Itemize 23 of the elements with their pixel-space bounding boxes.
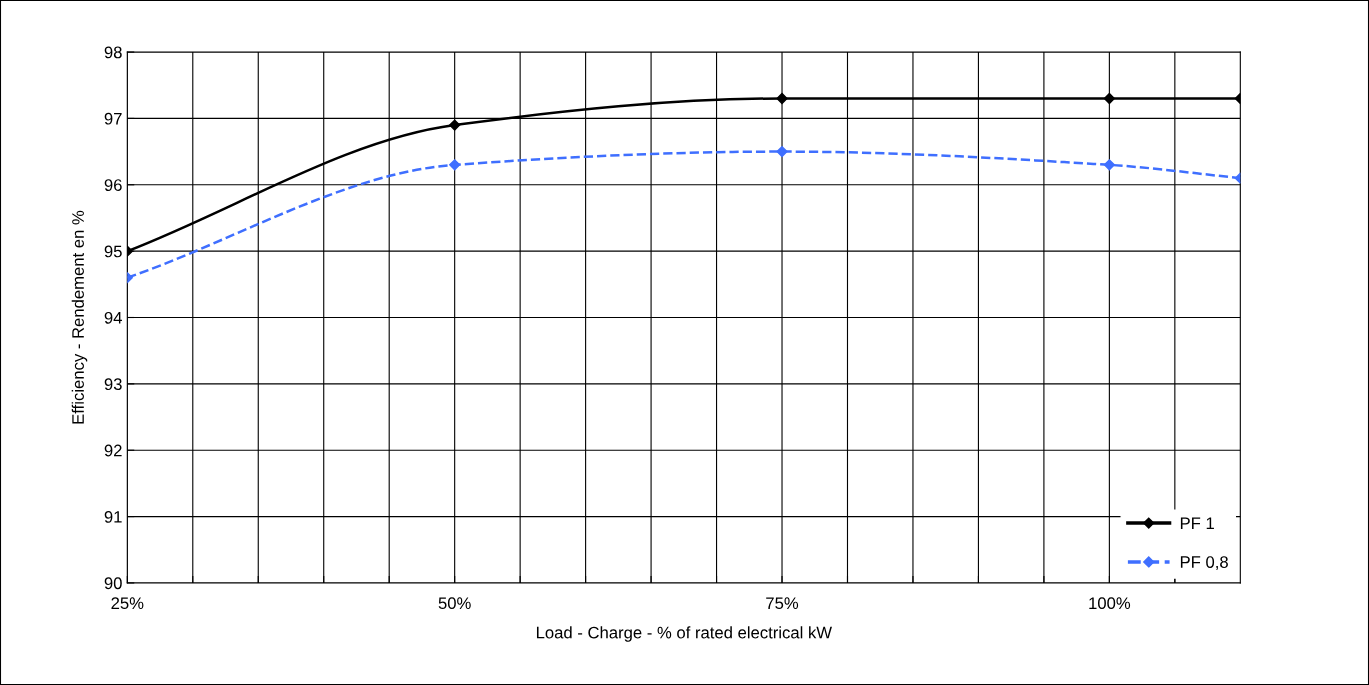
x-tick-label: 75% (766, 597, 799, 610)
point (1103, 92, 1115, 105)
y-tick-label: 97 (104, 112, 122, 125)
point (776, 92, 788, 105)
legend-label: PF 1 (1180, 517, 1214, 529)
y-tick-label: 92 (104, 444, 122, 457)
y-tick-label: 98 (104, 46, 122, 59)
y-tick-label: 90 (104, 577, 122, 590)
point (449, 159, 461, 171)
point (776, 145, 788, 158)
x-tick-label: 100% (1089, 597, 1131, 610)
legend-label: PF 0,8 (1180, 556, 1228, 570)
y-tick-label: 96 (104, 179, 122, 191)
x-tick-label: 50% (438, 597, 471, 610)
y-tick-label: 91 (104, 510, 122, 523)
y-tick-label: 94 (104, 311, 122, 324)
y-tick-label: 95 (104, 245, 122, 258)
y-tick-label: 93 (104, 378, 122, 391)
point (449, 119, 461, 131)
point (1103, 159, 1115, 171)
y-axis-title: Efficiency - Rendement en % (71, 210, 88, 424)
x-axis-title: Load - Charge - % of rated electrical kW (536, 626, 832, 642)
x-tick-label: 25% (111, 597, 144, 610)
